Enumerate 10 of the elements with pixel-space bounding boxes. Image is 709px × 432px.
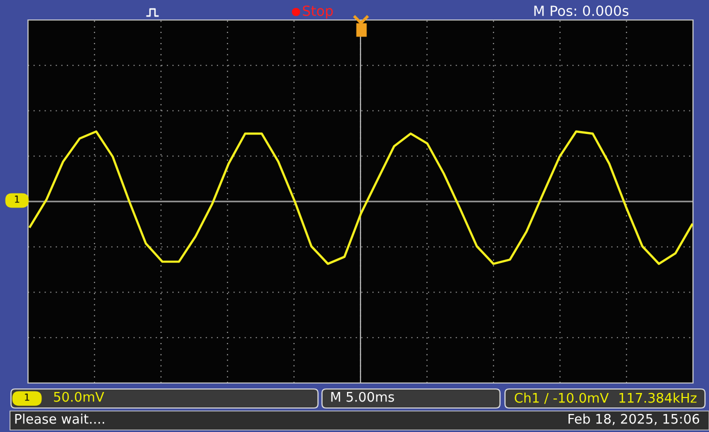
text: M Pos: 0.000s (534, 6, 628, 16)
text: 50.0mV (54, 392, 104, 402)
text: 117.384kHz (619, 392, 696, 403)
text: Ch1 ∕ -10.0mV (514, 392, 609, 404)
text: Please wait.... (15, 414, 104, 424)
text: Feb 18, 2025, 15:06 (568, 414, 700, 426)
text: 1 (24, 394, 30, 401)
text: 1 (14, 196, 20, 203)
text: Stop (302, 6, 333, 19)
text: M 5.00ms (331, 392, 394, 402)
